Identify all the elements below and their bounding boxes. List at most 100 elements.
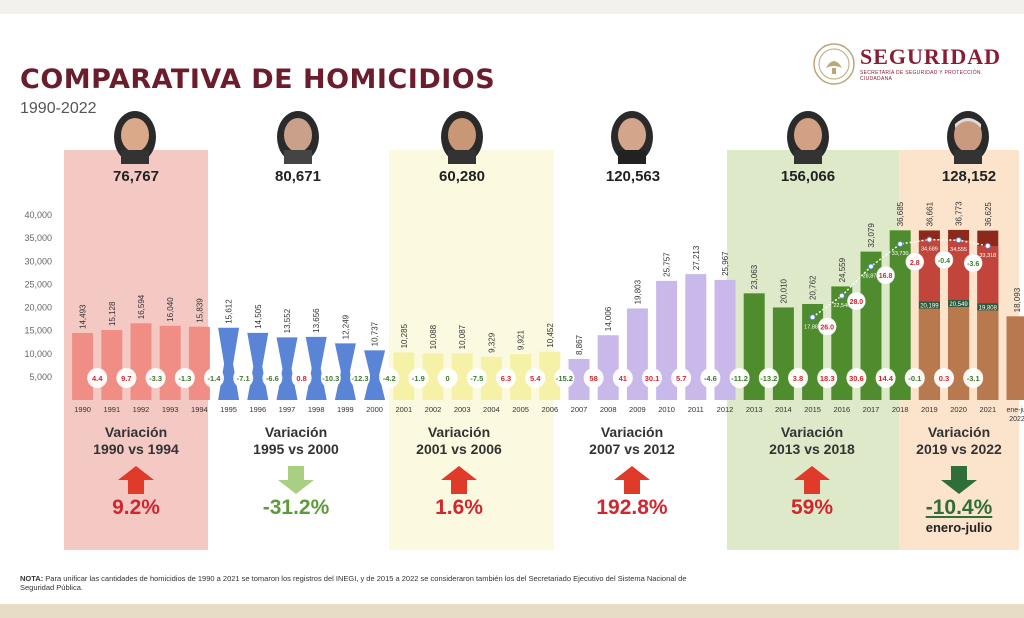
x-tick-label: 2017 — [863, 405, 880, 414]
variation-period: 1990 vs 1994 — [93, 441, 179, 457]
bar-value-label: 19,803 — [633, 279, 642, 304]
pct-bubble — [466, 368, 487, 388]
pct-label: 14.4 — [878, 374, 893, 383]
sesnsp-label: 34,555 — [950, 247, 967, 253]
period-total-1990-1994: 76,767 — [113, 168, 159, 185]
y-tick-label: 10,000 — [24, 349, 52, 359]
bar-sesnsp-segment — [918, 239, 940, 302]
x-tick-label: 2003 — [454, 405, 471, 414]
bar-2009 — [626, 308, 648, 400]
variation-period: 1995 vs 2000 — [253, 441, 339, 457]
x-tick-label: 2005 — [512, 405, 529, 414]
pct-label: -12.3 — [351, 374, 368, 383]
x-tick-label: 1993 — [162, 405, 179, 414]
pct-label: -7.5 — [470, 374, 483, 383]
y-tick-label: 35,000 — [24, 233, 52, 243]
pct-label: 4.4 — [92, 374, 103, 383]
pct-bubble — [233, 368, 254, 388]
bar-value-label: 36,685 — [896, 201, 905, 226]
bar-1993 — [159, 325, 181, 400]
bar-value-label: 10,737 — [371, 321, 380, 346]
pct-bubble — [846, 368, 867, 388]
bar-lower-segment — [918, 306, 940, 400]
pct-label: 9.7 — [121, 374, 131, 383]
x-tick-label: 2019 — [921, 405, 938, 414]
pct-bubble — [87, 368, 108, 388]
sesnsp-label: 22,540 — [833, 303, 850, 309]
bar-value-label: 36,661 — [925, 201, 934, 226]
portrait-amlo-icon — [947, 111, 989, 164]
bar-value-label: 13,656 — [312, 308, 321, 333]
segment-label: 20,199 — [920, 304, 939, 310]
bar-value-label: 14,493 — [79, 304, 88, 329]
pct-label: -3.3 — [149, 374, 162, 383]
sesnsp-point — [838, 292, 845, 299]
bar-2005 — [510, 354, 532, 400]
x-tick-label: 2015 — [804, 405, 821, 414]
bar-value-label: 15,128 — [108, 301, 117, 326]
x-tick-label: 2021 — [979, 405, 996, 414]
period-total-2001-2006: 60,280 — [439, 168, 485, 185]
pct-label: -10.3 — [322, 374, 339, 383]
pct-bubble — [875, 368, 896, 388]
y-tick-label: 20,000 — [24, 303, 52, 313]
x-tick-label: 2012 — [717, 405, 734, 414]
variation-value: 59% — [790, 496, 834, 519]
variation-box-2019-2022: Variación 2019 vs 2022 -10.4% enero-juli… — [884, 424, 1024, 535]
pct-bubble — [379, 368, 400, 388]
bar-value-label: 25,757 — [663, 252, 672, 277]
bar-value-label: 10,452 — [546, 323, 555, 348]
sesnsp-label: 33,318 — [979, 253, 996, 259]
variation-period: 2013 vs 2018 — [769, 441, 855, 457]
x-tick-label: 2016 — [833, 405, 850, 414]
bar-value-label: 16,040 — [166, 297, 175, 322]
bar-1996 — [247, 332, 269, 400]
bar-lower-segment — [977, 308, 999, 400]
x-tick-label: 2000 — [366, 405, 383, 414]
bar-1992 — [130, 323, 152, 400]
bar-value-label: 24,559 — [838, 257, 847, 282]
bar-1999 — [334, 343, 356, 400]
period-total-2013-2018: 156,066 — [780, 168, 836, 185]
pct-label: -4.2 — [383, 374, 396, 383]
pct-bubble — [700, 368, 721, 388]
pct-label: -1.9 — [412, 374, 425, 383]
logo-word: SEGURIDAD — [860, 44, 1002, 69]
x-tick-label: 2013 — [746, 405, 763, 414]
pct-bubble — [116, 368, 137, 388]
sesnsp-point — [868, 263, 874, 270]
sesnsp-point — [955, 237, 962, 244]
bar-2013 — [743, 293, 765, 400]
sesnsp-pct-label: -3.6 — [967, 261, 979, 268]
pct-label: -6.6 — [266, 374, 279, 383]
pct-bubble — [320, 368, 341, 388]
pct-label: 0.3 — [939, 374, 949, 383]
pct-bubble — [496, 368, 516, 388]
sesnsp-point — [984, 242, 991, 249]
sesnsp-pct-label: 28.0 — [850, 299, 864, 306]
y-tick-label: 30,000 — [24, 256, 52, 266]
bar-lower-segment — [948, 304, 970, 400]
pct-label: 30.1 — [645, 374, 660, 383]
arrow-up-icon — [794, 466, 830, 494]
variation-value: -31.2% — [262, 496, 330, 519]
x-tick-label: 2002 — [425, 405, 442, 414]
sesnsp-pct-label: -0.4 — [938, 258, 950, 265]
variation-title: Variación — [780, 424, 844, 440]
variation-period: 2019 vs 2022 — [916, 441, 1002, 457]
y-tick-label: 25,000 — [24, 279, 52, 289]
bar-2006 — [539, 351, 561, 400]
portrait-calderon-icon — [611, 111, 653, 164]
portrait-zedillo-icon — [277, 111, 319, 164]
pct-bubble — [642, 368, 662, 388]
x-tick-label: 2001 — [395, 405, 412, 414]
variation-box-1995-2000: Variación 1995 vs 2000 -31.2% — [221, 424, 371, 520]
bar-value-label: 9,329 — [487, 332, 496, 353]
footnote: NOTA: Para unificar las cantidades de ho… — [20, 574, 720, 592]
bar-value-label: 16,594 — [137, 294, 146, 319]
variation-period: 2007 vs 2012 — [589, 441, 675, 457]
x-tick-label: 2018 — [892, 405, 909, 414]
sesnsp-pct-label: 2.8 — [910, 260, 920, 267]
pct-bubble — [350, 368, 370, 388]
variation-value: -10.4% — [925, 496, 993, 519]
